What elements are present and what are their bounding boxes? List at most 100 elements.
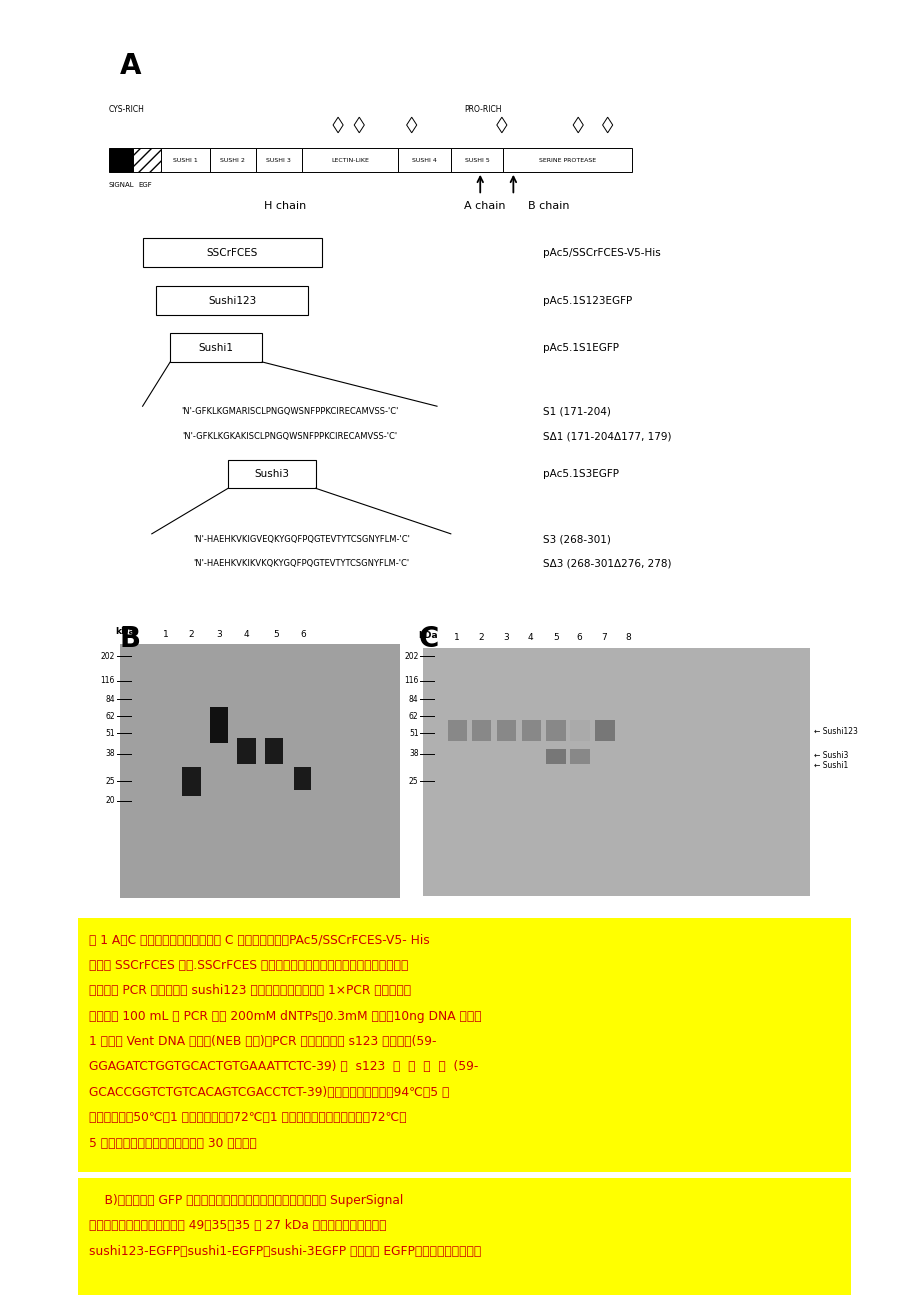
Text: 202: 202 bbox=[403, 652, 418, 660]
Text: SUSHI 2: SUSHI 2 bbox=[220, 158, 245, 163]
Text: 我们通过 PCR 得到了一个 sushi123 的片段。我们进行了由 1×PCR 缓冲液组成: 我们通过 PCR 得到了一个 sushi123 的片段。我们进行了由 1×PCR… bbox=[89, 984, 411, 997]
Polygon shape bbox=[496, 117, 506, 133]
Text: 钟）、退火（50℃，1 分钟）和延伸（72℃，1 分钟）。在最后一次延伸（72℃，: 钟）、退火（50℃，1 分钟）和延伸（72℃，1 分钟）。在最后一次延伸（72℃… bbox=[89, 1111, 406, 1124]
Text: 2: 2 bbox=[188, 630, 194, 638]
Bar bbox=[546, 720, 565, 741]
Text: SUSHI 4: SUSHI 4 bbox=[412, 158, 437, 163]
Polygon shape bbox=[602, 117, 612, 133]
Text: 5: 5 bbox=[273, 630, 278, 638]
Text: 2: 2 bbox=[478, 634, 483, 642]
Text: kDa: kDa bbox=[418, 631, 437, 639]
Text: 3: 3 bbox=[216, 630, 221, 638]
Bar bbox=[119, 644, 400, 898]
Text: 116: 116 bbox=[403, 677, 418, 685]
Polygon shape bbox=[354, 117, 364, 133]
Text: 8: 8 bbox=[625, 634, 630, 642]
Text: S1 (171-204): S1 (171-204) bbox=[542, 406, 610, 417]
Bar bbox=[210, 148, 255, 172]
Text: 25: 25 bbox=[106, 777, 115, 785]
Text: B)我们运用抗 GFP 抗体（试剂盒）进行免疫印迹分析，并使用 SuperSignal: B)我们运用抗 GFP 抗体（试剂盒）进行免疫印迹分析，并使用 SuperSig… bbox=[89, 1194, 403, 1207]
Text: 'N'-GFKLKGMARISCLPNGQWSNFPPKCIRECAMVSS-'C': 'N'-GFKLKGMARISCLPNGQWSNFPPKCIRECAMVSS-'… bbox=[181, 408, 398, 415]
Text: C: C bbox=[418, 625, 438, 654]
Bar bbox=[78, 1178, 850, 1295]
Text: Sushi3: Sushi3 bbox=[254, 469, 289, 479]
Text: SUSHI 3: SUSHI 3 bbox=[266, 158, 291, 163]
Text: EGF: EGF bbox=[138, 182, 152, 187]
Text: 化学发光法使其可视化。代表 49、35、35 和 27 kDa 的特定条带分别对应着: 化学发光法使其可视化。代表 49、35、35 和 27 kDa 的特定条带分别对… bbox=[89, 1219, 386, 1232]
Text: SUSHI 5: SUSHI 5 bbox=[464, 158, 489, 163]
Text: 116: 116 bbox=[100, 677, 115, 685]
Bar bbox=[521, 720, 540, 741]
Text: pAc5/SSCrFCES-V5-His: pAc5/SSCrFCES-V5-His bbox=[542, 247, 660, 258]
Bar bbox=[294, 767, 311, 790]
Text: sushi123-EGFP、sushi1-EGFP、sushi-3EGFP 与控制型 EGFP，可确定它们为仅有: sushi123-EGFP、sushi1-EGFP、sushi-3EGFP 与控… bbox=[89, 1245, 481, 1258]
Text: GGAGATCTGGTGCACTGTGAAATTCTC-39) 和  s123  反  向  引  物  (59-: GGAGATCTGGTGCACTGTGAAATTCTC-39) 和 s123 反… bbox=[89, 1060, 478, 1073]
Bar bbox=[450, 148, 503, 172]
Bar bbox=[182, 767, 200, 796]
Bar bbox=[570, 749, 589, 764]
Text: LECTIN-LIKE: LECTIN-LIKE bbox=[331, 158, 369, 163]
Text: SERINE PROTEASE: SERINE PROTEASE bbox=[539, 158, 596, 163]
Text: Sushi1: Sushi1 bbox=[199, 342, 233, 353]
Text: 图 1 A）C 因子的域结构以及截短的 C 因子表达载体。PAc5/SSCrFCES-V5- His: 图 1 A）C 因子的域结构以及截短的 C 因子表达载体。PAc5/SSCrFC… bbox=[89, 934, 429, 947]
Text: 6: 6 bbox=[576, 634, 582, 642]
Bar bbox=[265, 738, 283, 764]
Text: 84: 84 bbox=[106, 695, 115, 703]
Text: CYS-RICH: CYS-RICH bbox=[108, 105, 144, 113]
Text: ← Sushi123: ← Sushi123 bbox=[813, 728, 857, 736]
Text: 'N'-GFKLKGKAKISCLPNGQWSNFPPKCIRECAMVSS-'C': 'N'-GFKLKGKAKISCLPNGQWSNFPPKCIRECAMVSS-'… bbox=[182, 432, 397, 440]
Bar bbox=[448, 720, 467, 741]
Text: SIGNAL: SIGNAL bbox=[108, 182, 134, 187]
Text: 的总量为 100 mL 的 PCR 反应 200mM dNTPs、0.3mM 引物、10ng DNA 模板和: 的总量为 100 mL 的 PCR 反应 200mM dNTPs、0.3mM 引… bbox=[89, 1010, 482, 1022]
Text: S3 (268-301): S3 (268-301) bbox=[542, 534, 610, 544]
Text: B: B bbox=[119, 625, 141, 654]
Text: 25: 25 bbox=[409, 777, 418, 785]
Bar bbox=[228, 460, 315, 488]
Text: 62: 62 bbox=[409, 712, 418, 720]
Text: ← Sushi3: ← Sushi3 bbox=[813, 751, 847, 759]
Text: 3: 3 bbox=[503, 634, 508, 642]
Bar bbox=[301, 148, 398, 172]
Text: 51: 51 bbox=[106, 729, 115, 737]
Text: 38: 38 bbox=[106, 750, 115, 758]
Text: B chain: B chain bbox=[527, 201, 569, 211]
Text: 1 单位的 Vent DNA 聚合酶(NEB 公司)，PCR 的最佳条件为 s123 正向引物(59-: 1 单位的 Vent DNA 聚合酶(NEB 公司)，PCR 的最佳条件为 s1… bbox=[89, 1035, 437, 1048]
Bar bbox=[170, 333, 262, 362]
Bar bbox=[546, 749, 565, 764]
Bar bbox=[570, 720, 589, 741]
Bar bbox=[108, 148, 133, 172]
Bar bbox=[255, 148, 301, 172]
Text: 20: 20 bbox=[106, 797, 115, 805]
Text: kDa: kDa bbox=[115, 628, 134, 635]
Bar bbox=[595, 720, 614, 741]
Text: pAc5.1S123EGFP: pAc5.1S123EGFP bbox=[542, 296, 631, 306]
Polygon shape bbox=[406, 117, 416, 133]
Bar bbox=[237, 738, 255, 764]
Bar bbox=[496, 720, 516, 741]
Text: 38: 38 bbox=[409, 750, 418, 758]
Text: 1: 1 bbox=[454, 634, 460, 642]
Bar bbox=[133, 148, 161, 172]
Text: SUSHI 1: SUSHI 1 bbox=[173, 158, 198, 163]
Text: 202: 202 bbox=[100, 652, 115, 660]
Text: SSCrFCES: SSCrFCES bbox=[207, 247, 257, 258]
Bar bbox=[142, 238, 322, 267]
Bar bbox=[503, 148, 631, 172]
Text: pAc5.1S3EGFP: pAc5.1S3EGFP bbox=[542, 469, 618, 479]
Text: 62: 62 bbox=[106, 712, 115, 720]
Polygon shape bbox=[333, 117, 343, 133]
Text: PRO-RICH: PRO-RICH bbox=[464, 105, 502, 113]
Text: 1: 1 bbox=[163, 630, 168, 638]
Text: 6: 6 bbox=[301, 630, 306, 638]
Text: 'N'-HAEHKVKIKVKQKYGQFPQGTEVTYTCSGNYFLM-'C': 'N'-HAEHKVKIKVKQKYGQFPQGTEVTYTCSGNYFLM-'… bbox=[193, 560, 409, 568]
Text: 可产生 SSCrFCES 蛋白.SSCrFCES 截短片段的相对位置已作为开放盒举例说明。: 可产生 SSCrFCES 蛋白.SSCrFCES 截短片段的相对位置已作为开放盒… bbox=[89, 958, 408, 971]
Text: pAc5.1S1EGFP: pAc5.1S1EGFP bbox=[542, 342, 618, 353]
Text: ← Sushi1: ← Sushi1 bbox=[813, 762, 847, 769]
Bar bbox=[471, 720, 491, 741]
Text: 5 分钟）前，这些条件将会再重复 30 个周期。: 5 分钟）前，这些条件将会再重复 30 个周期。 bbox=[89, 1137, 256, 1150]
Bar bbox=[398, 148, 450, 172]
Text: 7: 7 bbox=[601, 634, 607, 642]
Text: A: A bbox=[119, 52, 141, 81]
Bar bbox=[78, 918, 850, 1172]
Text: 5: 5 bbox=[552, 634, 558, 642]
